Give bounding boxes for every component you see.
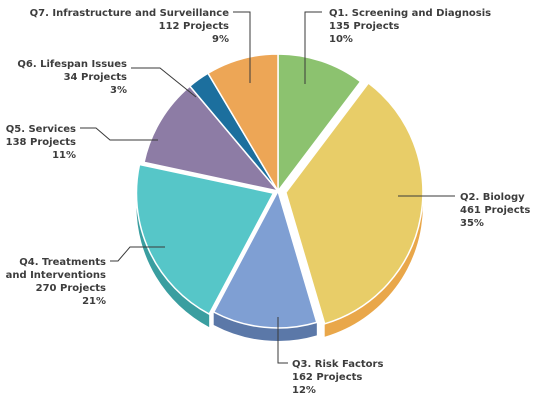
slice-risk-factors bbox=[212, 190, 318, 329]
slice-label-percent: 12% bbox=[292, 385, 316, 396]
slice-label-name: Q3. Risk Factors bbox=[292, 359, 383, 370]
slice-services bbox=[143, 85, 279, 192]
leader-line-risk-factors bbox=[277, 317, 288, 364]
slice-side-treatments-interventions bbox=[136, 193, 210, 328]
slice-label-count: 270 Projects bbox=[36, 283, 106, 294]
slice-label-services: Q5. Services 138 Projects 11% bbox=[6, 124, 76, 161]
slice-screening-diagnosis bbox=[277, 53, 362, 192]
slice-label-percent: 11% bbox=[52, 150, 76, 161]
leader-lines bbox=[80, 11, 455, 364]
slice-label-name-line-1: Q4. Treatments bbox=[19, 257, 106, 268]
slice-label-biology: Q2. Biology 461 Projects 35% bbox=[460, 192, 530, 229]
slice-label-count: 34 Projects bbox=[64, 72, 127, 83]
slice-label-count: 162 Projects bbox=[292, 372, 362, 383]
pie-slices bbox=[135, 53, 424, 329]
slice-label-count: 138 Projects bbox=[6, 137, 76, 148]
slice-label-name: Q6. Lifespan Issues bbox=[17, 59, 127, 70]
slice-label-percent: 10% bbox=[329, 34, 353, 45]
leader-line-lifespan-issues bbox=[131, 67, 197, 98]
slice-label-percent: 3% bbox=[110, 85, 127, 96]
slice-side-risk-factors bbox=[213, 311, 317, 341]
slice-label-count: 112 Projects bbox=[159, 21, 229, 32]
slice-label-treatments-interventions: Q4. Treatments and Interventions 270 Pro… bbox=[6, 257, 106, 307]
slice-infrastructure-surveillance bbox=[207, 53, 279, 192]
slice-label-percent: 35% bbox=[460, 218, 484, 229]
slice-label-count: 135 Projects bbox=[329, 21, 399, 32]
slice-label-percent: 21% bbox=[82, 296, 106, 307]
slice-label-name: Q7. Infrastructure and Surveillance bbox=[30, 8, 230, 19]
slice-label-risk-factors: Q3. Risk Factors 162 Projects 12% bbox=[292, 359, 383, 396]
slice-label-count: 461 Projects bbox=[460, 205, 530, 216]
slice-label-name: Q2. Biology bbox=[460, 192, 525, 203]
slice-label-name: Q1. Screening and Diagnosis bbox=[329, 8, 491, 19]
slice-treatments-interventions bbox=[135, 163, 275, 315]
slice-label-infrastructure-surveillance: Q7. Infrastructure and Surveillance 112 … bbox=[30, 8, 230, 45]
slice-label-lifespan-issues: Q6. Lifespan Issues 34 Projects 3% bbox=[17, 59, 127, 96]
leader-line-treatments-interventions bbox=[110, 246, 165, 262]
slice-label-name-line-2: and Interventions bbox=[6, 270, 106, 281]
leader-line-screening-diagnosis bbox=[304, 11, 322, 84]
leader-line-infrastructure-surveillance bbox=[233, 11, 251, 83]
slice-biology bbox=[285, 82, 424, 325]
leader-line-services bbox=[80, 127, 158, 141]
slice-label-name: Q5. Services bbox=[6, 124, 76, 135]
slice-label-screening-diagnosis: Q1. Screening and Diagnosis 135 Projects… bbox=[329, 8, 491, 45]
slice-label-percent: 9% bbox=[212, 34, 229, 45]
